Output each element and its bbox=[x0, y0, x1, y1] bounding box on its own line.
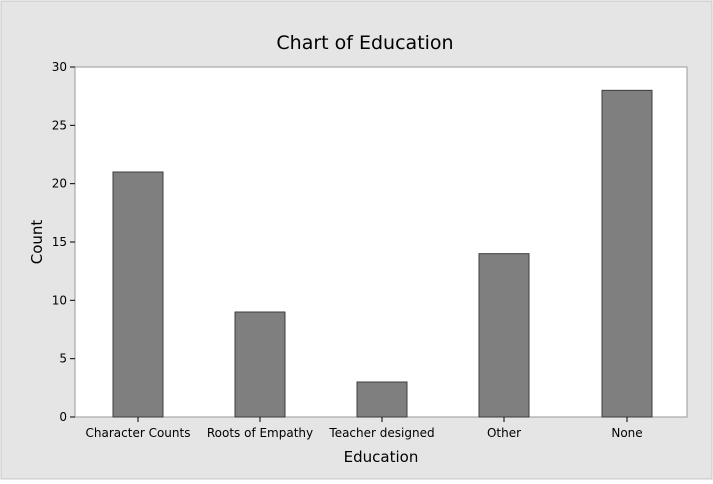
y-axis-label: Count bbox=[28, 220, 46, 265]
y-tick-label: 10 bbox=[52, 293, 67, 307]
y-tick-label: 5 bbox=[59, 352, 67, 366]
x-category-label: None bbox=[611, 426, 642, 440]
bar-other bbox=[478, 253, 530, 418]
y-tick-label: 20 bbox=[52, 177, 67, 191]
x-axis: Character Counts Roots of Empathy Teacher … bbox=[86, 417, 643, 440]
x-category-label: Roots of Empathy bbox=[207, 426, 313, 440]
chart-title: Chart of Education bbox=[276, 32, 453, 54]
x-category-label: Character Counts bbox=[86, 426, 191, 440]
y-tick-label: 25 bbox=[52, 118, 67, 132]
plot-area bbox=[74, 66, 688, 418]
bar-character-counts bbox=[112, 171, 164, 418]
bar-none bbox=[601, 89, 653, 418]
bars-group bbox=[112, 89, 653, 418]
y-tick-label: 0 bbox=[59, 410, 67, 424]
y-tick-label: 30 bbox=[52, 60, 67, 74]
x-axis-label: Education bbox=[344, 448, 419, 466]
bar-roots-of-empathy bbox=[234, 311, 286, 418]
x-category-label: Other bbox=[487, 426, 521, 440]
x-category-label: Teacher designed bbox=[328, 426, 434, 440]
y-tick-label: 15 bbox=[52, 235, 67, 249]
bar-teacher-designed bbox=[356, 381, 408, 418]
y-axis: 0 5 10 15 20 25 30 bbox=[52, 60, 75, 424]
